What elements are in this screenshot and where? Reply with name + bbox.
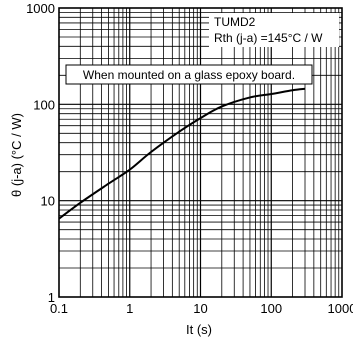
x-tick-label: 1000 [328, 301, 353, 316]
x-tick-labels: 0.1 1 10 100 1000 [50, 301, 353, 316]
part-info-box: TUMD2 Rth (j-a) =145°C / W [209, 13, 339, 47]
x-tick-label: 1 [126, 301, 133, 316]
x-tick-label: 0.1 [50, 301, 68, 316]
curve-layer [58, 87, 306, 220]
part-name: TUMD2 [214, 15, 256, 29]
y-tick-label: 1000 [26, 1, 55, 16]
rth-value: Rth (j-a) =145°C / W [214, 31, 323, 45]
mounting-note-text: When mounted on a glass epoxy board. [83, 68, 295, 82]
y-tick-labels: 1 10 100 1000 [26, 1, 55, 305]
y-tick-label: 1 [48, 290, 55, 305]
y-tick-label: 100 [33, 97, 55, 112]
mounting-note: When mounted on a glass epoxy board. [65, 64, 313, 85]
x-axis-label: It (s) [186, 322, 212, 337]
plot-frame [58, 7, 343, 298]
y-axis-label: θ (j-a) (°C / W) [9, 113, 24, 197]
x-tick-label: 10 [193, 301, 207, 316]
thermal-resistance-curve [58, 87, 306, 220]
grid [59, 8, 342, 297]
x-tick-label: 100 [260, 301, 282, 316]
y-tick-label: 10 [41, 194, 55, 209]
